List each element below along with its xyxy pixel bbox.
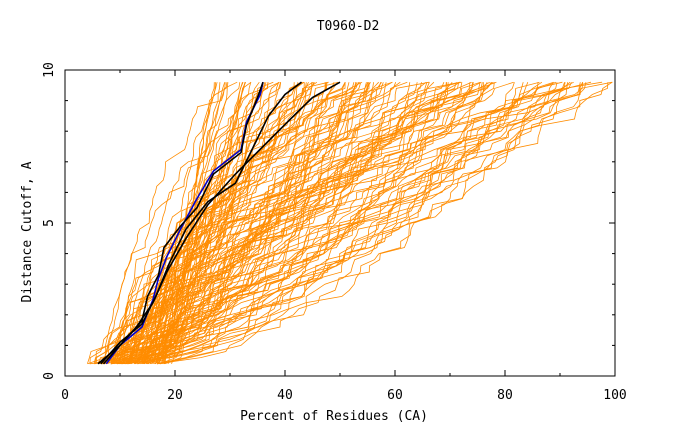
- model-curve: [134, 82, 428, 365]
- y-axis-label: Distance Cutoff, A: [20, 161, 35, 302]
- model-curve: [108, 81, 540, 364]
- model-curve: [118, 82, 369, 365]
- model-curve: [121, 82, 524, 365]
- x-tick-label: 20: [167, 388, 183, 403]
- model-curve: [155, 82, 305, 365]
- model-curve: [95, 82, 267, 364]
- model-curve: [141, 82, 241, 365]
- model-curve: [148, 82, 299, 364]
- model-curve: [89, 82, 430, 365]
- model-curve: [142, 82, 355, 364]
- model-curve: [143, 82, 280, 364]
- model-curve: [134, 82, 558, 365]
- model-curve: [100, 82, 374, 364]
- model-curve: [97, 82, 539, 364]
- model-curve: [137, 82, 515, 365]
- x-axis-label: Percent of Residues (CA): [240, 409, 428, 424]
- y-tick-label: 0: [42, 372, 57, 380]
- model-curve: [111, 82, 313, 365]
- model-curve: [156, 82, 529, 365]
- x-tick-label: 0: [61, 388, 69, 403]
- model-curve: [114, 82, 609, 365]
- model-curve: [123, 81, 490, 364]
- model-curve: [111, 82, 566, 364]
- model-curve: [129, 81, 401, 364]
- model-curve: [142, 81, 603, 364]
- model-curve: [163, 82, 247, 364]
- model-curve: [111, 82, 346, 364]
- model-curve: [124, 82, 356, 365]
- model-curve: [103, 81, 238, 364]
- y-tick-label: 10: [42, 62, 57, 78]
- model-curve: [107, 81, 554, 364]
- model-curve: [125, 81, 557, 364]
- model-curve: [158, 81, 554, 364]
- y-tick-label: 5: [42, 219, 57, 227]
- model-curve: [102, 82, 583, 365]
- model-curve: [128, 81, 363, 364]
- model-curve: [167, 82, 246, 364]
- model-curve: [113, 82, 445, 364]
- model-curve: [159, 81, 574, 365]
- highlight-curves: [97, 81, 341, 365]
- model-curve: [151, 81, 492, 364]
- model-curve: [116, 82, 471, 365]
- model-curve: [111, 82, 252, 364]
- x-tick-label: 40: [277, 388, 293, 403]
- model-curve: [163, 81, 252, 364]
- model-curve: [117, 82, 346, 364]
- model-curve: [164, 82, 495, 365]
- model-curve: [116, 81, 514, 365]
- model-curve: [100, 82, 358, 365]
- model-curve: [123, 82, 387, 365]
- model-curve: [159, 82, 422, 365]
- axis-ticks: 0 20 40 60 80 100 0 5 10: [42, 62, 627, 403]
- model-curve: [120, 81, 592, 365]
- x-tick-label: 60: [387, 388, 403, 403]
- model-curves: [87, 81, 613, 365]
- highlight-curve-4: [97, 81, 341, 365]
- x-tick-label: 80: [497, 388, 513, 403]
- model-curve: [116, 81, 318, 364]
- highlight-curve-2: [102, 81, 264, 365]
- highlight-curve-3: [100, 81, 302, 365]
- x-tick-label: 100: [603, 388, 626, 403]
- model-curve: [163, 82, 359, 365]
- model-curve: [127, 82, 572, 365]
- model-curve: [89, 82, 326, 364]
- highlight-curve-1: [105, 82, 264, 365]
- model-curve: [159, 82, 474, 365]
- model-curve: [140, 82, 350, 365]
- chart-title: T0960-D2: [317, 19, 380, 34]
